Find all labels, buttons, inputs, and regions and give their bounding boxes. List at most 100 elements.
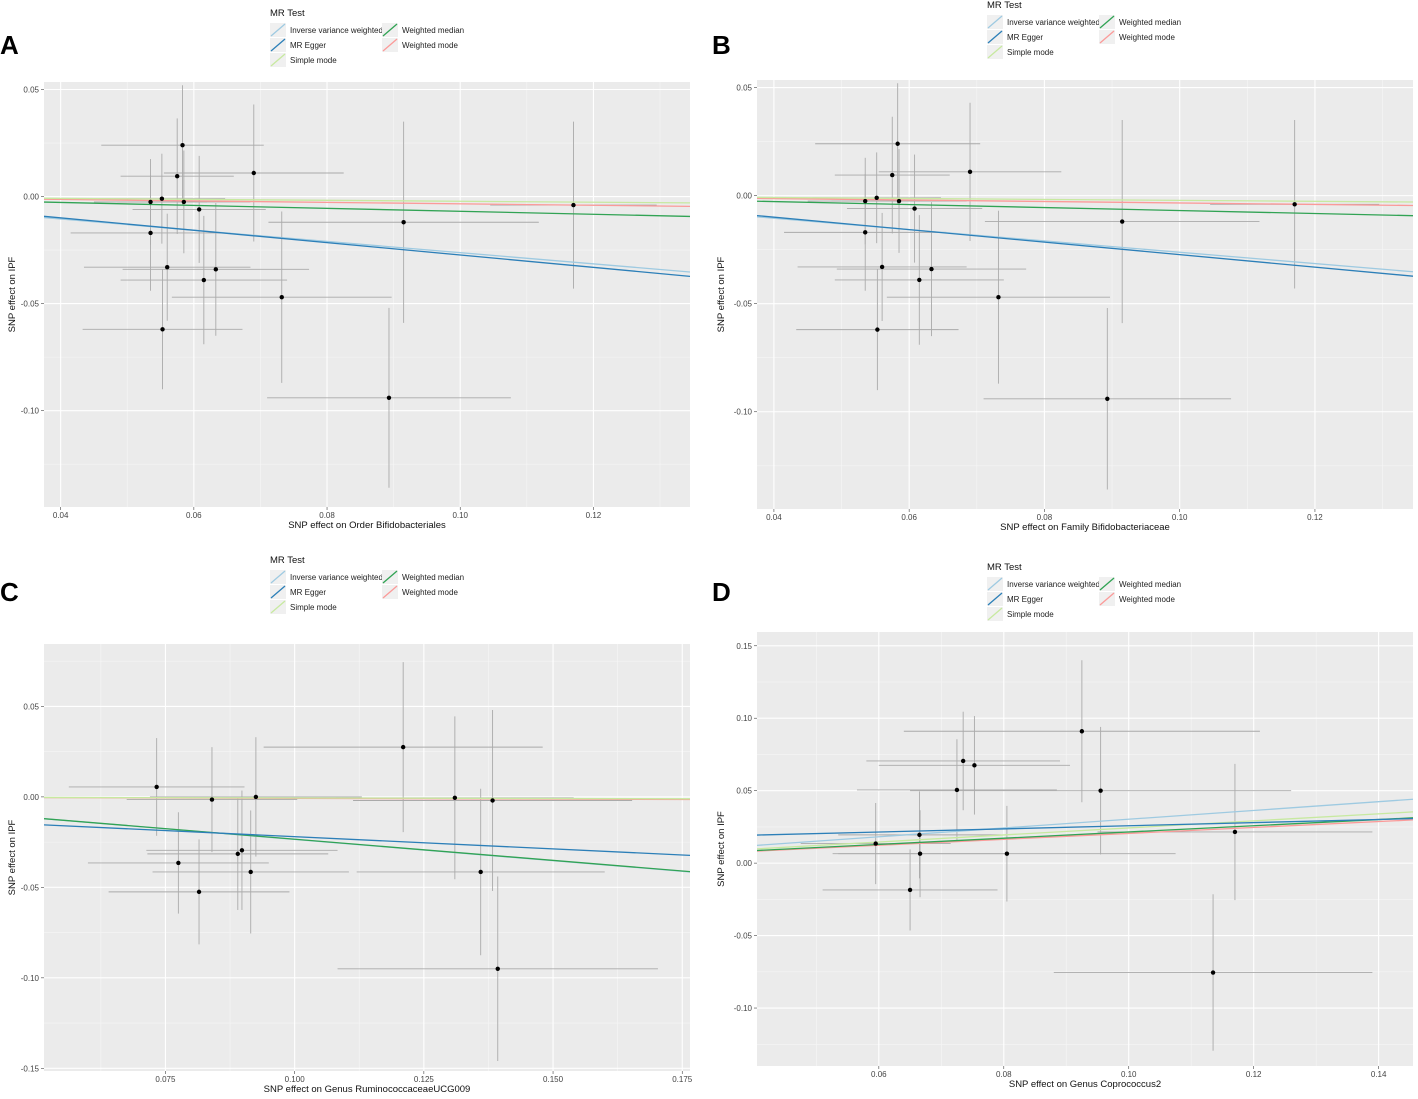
legend-swatch <box>270 23 286 37</box>
data-point <box>1004 851 1010 856</box>
data-point <box>478 869 483 875</box>
legend-key <box>987 30 1003 44</box>
x-tick-label: 0.175 <box>672 1075 693 1084</box>
legend-label: MR Egger <box>290 41 327 50</box>
legend-label: Inverse variance weighted <box>290 26 383 35</box>
legend-label: Simple mode <box>290 56 337 65</box>
legend: MR Test Inverse variance weighted MR Egger… <box>987 562 1217 632</box>
regression-line <box>757 200 1413 217</box>
x-tick-label: 0.150 <box>543 1075 564 1084</box>
x-tick-label: 0.08 <box>996 1070 1012 1079</box>
y-tick-label: -0.15 <box>21 1064 40 1073</box>
data-point <box>863 198 868 204</box>
regression-line <box>44 197 690 204</box>
data-point <box>996 295 1001 300</box>
y-tick-label: 0.00 <box>23 193 39 202</box>
legend: MR Test Inverse variance weighted MR Egger… <box>270 555 500 625</box>
data-point <box>209 797 215 802</box>
plot-background <box>757 80 1413 509</box>
data-point <box>174 174 180 179</box>
x-tick-label: 0.100 <box>285 1075 306 1084</box>
legend-title: MR Test <box>270 8 305 19</box>
data-point <box>967 169 973 175</box>
regression-line <box>757 819 1413 852</box>
legend-label: Weighted mode <box>402 41 458 50</box>
legend-key <box>1099 30 1115 44</box>
legend-label: Inverse variance weighted <box>1007 580 1100 589</box>
data-point <box>401 220 406 225</box>
x-tick-label: 0.10 <box>452 511 468 520</box>
data-point <box>235 851 240 857</box>
legend-key <box>987 592 1003 606</box>
data-point <box>386 395 392 401</box>
panel-letter: B <box>712 30 731 60</box>
data-point <box>571 202 576 208</box>
scatter-plot: 0.04 0.06 0.08 0.10 0.12 0.05 0.00 -0.05 -0.10 SN… <box>7 82 690 531</box>
data-point <box>917 277 922 283</box>
x-tick-label: 0.10 <box>1172 513 1188 522</box>
y-tick-label: 0.05 <box>736 84 752 93</box>
x-tick-label: 0.14 <box>1371 1070 1387 1079</box>
legend-key <box>270 38 286 52</box>
data-point <box>895 141 900 146</box>
legend-swatch <box>382 570 398 584</box>
y-tick-label: -0.10 <box>21 974 40 983</box>
data-point <box>160 327 165 332</box>
y-tick-label: -0.10 <box>734 408 753 417</box>
legend-key <box>270 585 286 599</box>
data-point <box>148 199 153 205</box>
legend-label: MR Egger <box>1007 595 1044 604</box>
regression-lines <box>757 798 1413 852</box>
chart-panel-c: C MR Test Inverse variance weighted MR Egg… <box>0 547 709 1095</box>
data-point <box>875 327 880 332</box>
regression-line <box>757 196 1413 203</box>
data-point <box>873 841 878 846</box>
legend-swatch <box>382 585 398 599</box>
data-point <box>213 267 219 272</box>
y-tick-label: 0.05 <box>736 787 752 796</box>
data-point <box>253 794 259 800</box>
legend-label: Weighted median <box>402 26 465 35</box>
legend-swatch <box>987 45 1003 59</box>
x-axis-label: SNP effect on Genus Coprococcus2 <box>1009 1079 1161 1090</box>
legend-label: Simple mode <box>1007 48 1054 57</box>
y-tick-label: 0.10 <box>736 714 752 723</box>
legend-swatch <box>270 53 286 67</box>
y-tick-label: 0.00 <box>23 793 39 802</box>
scatter-plot: 0.04 0.06 0.08 0.10 0.12 0.05 0.00 -0.05 -0.10 SN… <box>716 80 1413 533</box>
data-point <box>917 832 922 838</box>
data-point <box>874 195 879 200</box>
x-axis-label: SNP effect on Order Bifidobacteriales <box>288 520 446 531</box>
legend-title: MR Test <box>270 555 305 566</box>
data-point <box>929 266 934 272</box>
regression-line <box>757 798 1413 846</box>
x-tick-label: 0.06 <box>901 513 917 522</box>
legend-key <box>382 570 398 584</box>
regression-lines <box>44 796 690 873</box>
data-point <box>159 196 165 201</box>
legend-label: MR Egger <box>1007 33 1044 42</box>
regression-line <box>44 796 690 800</box>
data-point <box>1105 396 1110 401</box>
regression-lines <box>757 196 1413 277</box>
data-point <box>1098 788 1103 793</box>
legend-label: MR Egger <box>290 588 327 597</box>
regression-line <box>44 215 690 277</box>
legend-label: Weighted median <box>1119 580 1182 589</box>
data-point <box>495 966 500 971</box>
y-tick-label: 0.00 <box>736 192 752 201</box>
regression-line <box>44 818 690 873</box>
legend-key <box>987 577 1003 591</box>
data-point <box>890 172 895 178</box>
x-tick-label: 0.10 <box>1121 1070 1137 1079</box>
data-point <box>180 142 185 148</box>
y-tick-label: -0.05 <box>734 300 753 309</box>
y-axis-label: SNP effect on IPF <box>716 811 727 887</box>
x-tick-label: 0.125 <box>414 1075 435 1084</box>
legend-label: Inverse variance weighted <box>1007 18 1100 27</box>
legend-swatch <box>382 23 398 37</box>
data-point <box>400 744 406 750</box>
x-tick-label: 0.08 <box>1037 513 1053 522</box>
panel-letter: C <box>0 577 19 607</box>
y-tick-label: -0.05 <box>734 932 753 941</box>
